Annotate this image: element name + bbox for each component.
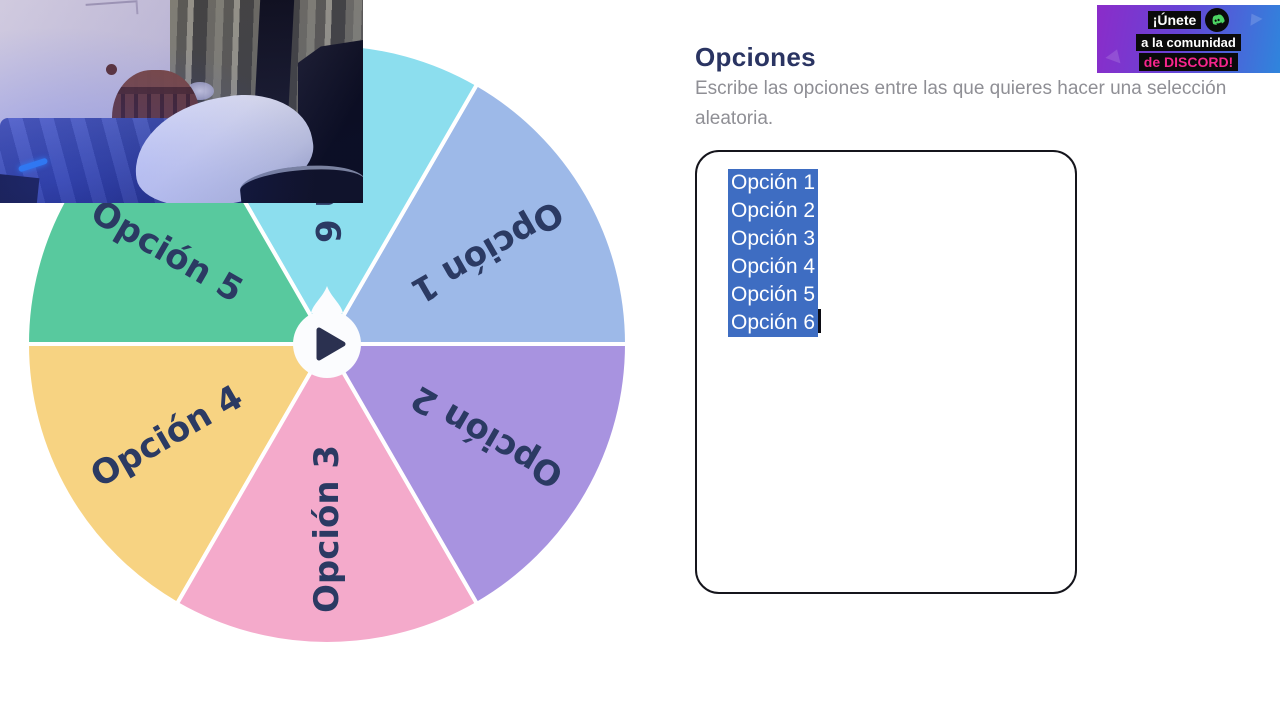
wheel-segment-opcion-4[interactable] — [25, 342, 329, 606]
banner-text-comunidad: a la comunidad — [1136, 33, 1241, 51]
option-text: Opción 2 — [728, 197, 819, 225]
wheel-segment-opcion-1[interactable] — [325, 82, 629, 346]
banner-decoration — [1245, 10, 1263, 26]
banner-text-discord: de DISCORD! — [1138, 52, 1239, 71]
text-cursor — [818, 309, 822, 334]
option-text: Opción 3 — [728, 225, 819, 253]
spinner-wheel[interactable]: Opción 1 Opción 2 Opción 3 Opción 4 Opci… — [23, 40, 631, 648]
option-line-3: Opción 3 — [728, 225, 1075, 253]
options-description: Escribe las opciones entre las que quier… — [695, 78, 1227, 129]
option-line-4: Opción 4 — [728, 253, 1075, 281]
option-text: Opción 6 — [728, 309, 819, 337]
page-title: Opciones — [695, 42, 816, 72]
option-line-5: Opción 5 — [728, 281, 1075, 309]
banner-text-unete: ¡Únete — [1147, 10, 1202, 29]
webcam-headboard-knob — [106, 64, 117, 75]
option-text: Opción 1 — [728, 169, 819, 197]
play-icon[interactable] — [316, 327, 346, 361]
option-text: Opción 5 — [728, 281, 819, 309]
wheel-segment-opcion-2[interactable] — [325, 342, 629, 606]
wheel-segment-opcion-3[interactable] — [175, 342, 479, 646]
options-textarea[interactable]: Opción 1 Opción 2 Opción 3 Opción 4 Opci… — [695, 150, 1077, 594]
option-line-2: Opción 2 — [728, 197, 1075, 225]
discord-banner: ¡Únete a la comunidad de DISCORD! — [1097, 5, 1280, 73]
wheel-label-opcion-3: Opción 3 — [307, 445, 347, 613]
option-line-1: Opción 1 — [728, 169, 1075, 197]
option-line-6: Opción 6 — [728, 309, 1075, 337]
discord-logo-icon — [1202, 5, 1232, 35]
banner-decoration — [1105, 46, 1125, 64]
wheel-pointer-icon — [311, 286, 343, 313]
webcam-overlay — [0, 0, 363, 203]
webcam-books — [0, 173, 40, 203]
option-text: Opción 4 — [728, 253, 819, 281]
